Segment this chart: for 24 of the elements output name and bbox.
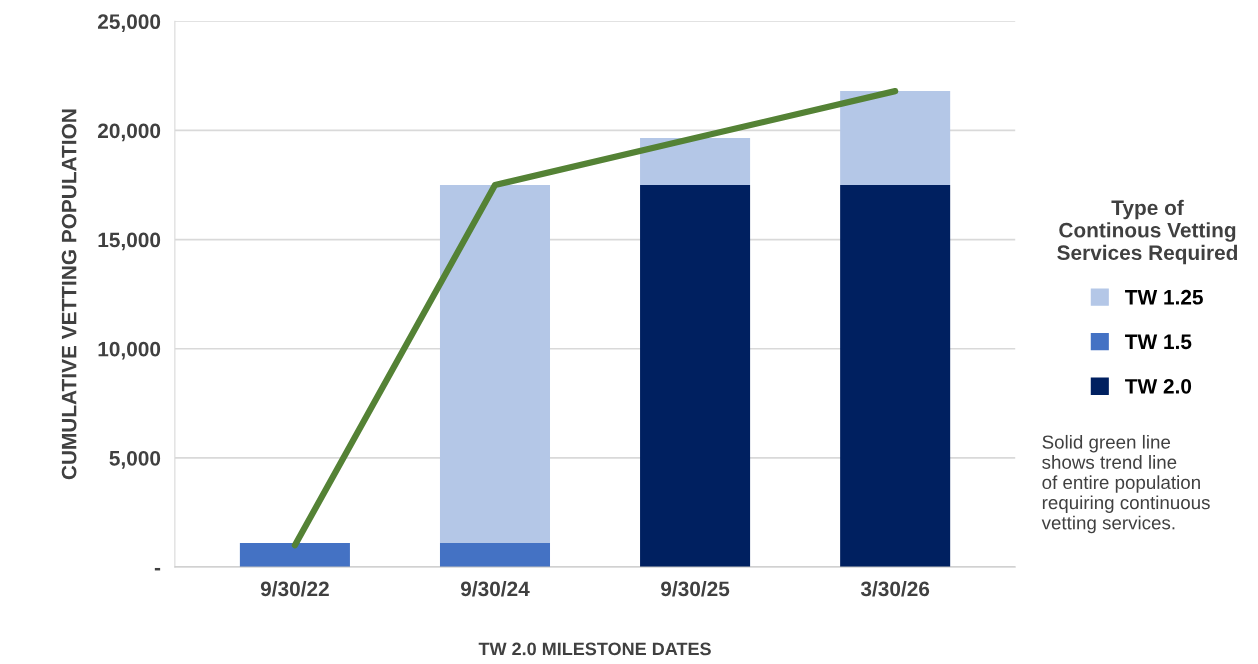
x-tick-label: 9/30/25	[661, 580, 730, 597]
bar	[840, 184, 951, 568]
x-axis-title: TW 2.0 MILESTONE DATES	[478, 642, 711, 656]
y-tick-label: 15,000	[98, 232, 161, 251]
legend-label: TW 1.25	[1125, 289, 1203, 305]
legend-label: TW 2.0	[1125, 378, 1192, 394]
legend-label: TW 1.5	[1125, 334, 1192, 350]
y-tick-label: 25,000	[97, 14, 161, 33]
legend-title: Type of Continous Vetting Services Required	[1057, 199, 1238, 265]
bar	[439, 184, 551, 544]
x-tick-label: 9/30/24	[460, 580, 530, 597]
bar	[439, 543, 551, 568]
y-tick-label: -	[154, 567, 161, 571]
bar	[640, 184, 751, 568]
x-tick-label: 3/30/26	[860, 580, 930, 597]
y-axis-title: CUMULATIVE VETTING POPULATION	[61, 109, 77, 480]
bar	[239, 543, 350, 568]
text: Solid green line shows trend line of entire population requiring continuous vetting services.	[1041, 434, 1210, 534]
bar	[840, 91, 951, 185]
bar	[640, 138, 751, 185]
y-tick-label: 20,000	[97, 123, 161, 142]
y-tick-label: 5,000	[109, 450, 161, 469]
y-tick-label: 10,000	[98, 341, 161, 360]
x-tick-label: 9/30/22	[260, 580, 329, 597]
